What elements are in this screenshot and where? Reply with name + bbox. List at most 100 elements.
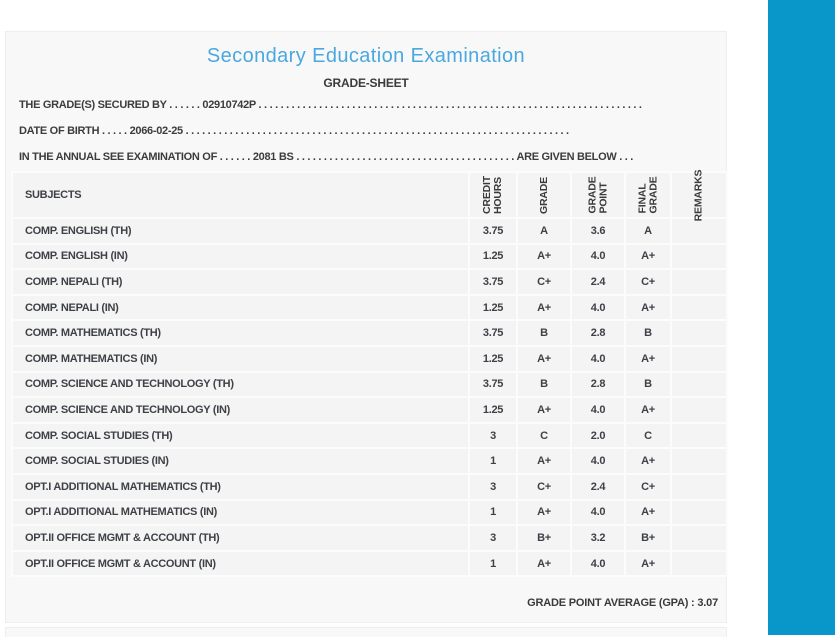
gradesheet-card: Secondary Education Examination GRADE-SH… (5, 31, 728, 627)
final-grade-cell: B (626, 321, 670, 345)
secured-by-label: THE GRADE(S) SECURED BY (19, 99, 167, 111)
grade-table: SUBJECTS CREDIT HOURS GRADE GRADE POINT … (11, 170, 728, 578)
column-header-subjects: SUBJECTS (13, 173, 468, 217)
credit-hours-cell: 3.75 (470, 219, 516, 243)
credit-hours-cell: 1.25 (470, 244, 516, 269)
subject-cell: OPT.I ADDITIONAL MATHEMATICS (TH) (13, 474, 468, 499)
subject-cell: COMP. SCIENCE AND TECHNOLOGY (IN) (13, 398, 468, 422)
remarks-cell (672, 270, 726, 294)
dob-value: 2066-02-25 (129, 125, 184, 137)
grade-cell: A+ (518, 500, 570, 525)
grade-cell: A+ (518, 244, 570, 269)
table-row: COMP. MATHEMATICS (IN) 1.25 A+ 4.0 A+ (13, 346, 726, 371)
subject-cell: COMP. SOCIAL STUDIES (TH) (13, 423, 468, 448)
credit-hours-cell: 1 (470, 500, 516, 525)
table-row: COMP. SCIENCE AND TECHNOLOGY (IN) 1.25 A… (13, 398, 726, 422)
final-grade-cell: A+ (626, 500, 670, 525)
credit-hours-cell: 3 (470, 474, 516, 499)
grade-point-cell: 2.8 (572, 372, 624, 397)
info-line-examination: IN THE ANNUAL SEE EXAMINATION OF . . . .… (19, 150, 719, 164)
grade-point-cell: 4.0 (572, 346, 624, 371)
symbol-number-value: 02910742P (202, 99, 256, 111)
remarks-cell (672, 551, 726, 576)
grade-cell: A (518, 219, 570, 243)
grade-point-cell: 2.8 (572, 321, 624, 345)
right-accent-bar (768, 0, 835, 635)
final-grade-cell: A+ (626, 346, 670, 371)
credit-hours-cell: 1.25 (470, 346, 516, 371)
final-grade-cell: B (626, 372, 670, 397)
table-row: COMP. ENGLISH (IN) 1.25 A+ 4.0 A+ (13, 244, 726, 269)
table-row: COMP. MATHEMATICS (TH) 3.75 B 2.8 B (13, 321, 726, 345)
grade-point-cell: 4.0 (572, 244, 624, 269)
remarks-cell (672, 423, 726, 448)
table-row: OPT.I ADDITIONAL MATHEMATICS (IN) 1 A+ 4… (13, 500, 726, 525)
final-grade-cell: C+ (626, 270, 670, 294)
grade-point-cell: 4.0 (572, 551, 624, 576)
grade-point-cell: 3.2 (572, 526, 624, 550)
grade-point-cell: 2.4 (572, 270, 624, 294)
grade-cell: A+ (518, 551, 570, 576)
credit-hours-cell: 3 (470, 423, 516, 448)
table-row: COMP. ENGLISH (TH) 3.75 A 3.6 A (13, 219, 726, 243)
dots-filler: . . . . . . . . . . . . . . . . . . . . … (296, 151, 515, 163)
table-row: COMP. SCIENCE AND TECHNOLOGY (TH) 3.75 B… (13, 372, 726, 397)
grade-point-cell: 4.0 (572, 398, 624, 422)
dots-filler: . . . . . . . . . . . . . . . . . . . . … (258, 99, 642, 111)
table-row: COMP. NEPALI (TH) 3.75 C+ 2.4 C+ (13, 270, 726, 294)
grade-table-body: COMP. ENGLISH (TH) 3.75 A 3.6 A COMP. EN… (13, 219, 726, 576)
grade-cell: C+ (518, 270, 570, 294)
dots-filler: . . . . . . (169, 99, 200, 111)
subject-cell: OPT.II OFFICE MGMT & ACCOUNT (IN) (13, 551, 468, 576)
column-header-grade: GRADE (518, 173, 570, 217)
exam-year-value: 2081 BS (252, 151, 294, 163)
grade-cell: B+ (518, 526, 570, 550)
final-grade-cell: C (626, 423, 670, 448)
subject-cell: COMP. SOCIAL STUDIES (IN) (13, 449, 468, 473)
final-grade-cell: A+ (626, 398, 670, 422)
exam-suffix: ARE GIVEN BELOW . . . (516, 151, 633, 163)
subject-cell: OPT.I ADDITIONAL MATHEMATICS (IN) (13, 500, 468, 525)
table-row: COMP. NEPALI (IN) 1.25 A+ 4.0 A+ (13, 295, 726, 320)
final-grade-cell: A (626, 219, 670, 243)
table-row: OPT.II OFFICE MGMT & ACCOUNT (TH) 3 B+ 3… (13, 526, 726, 550)
subject-cell: COMP. NEPALI (TH) (13, 270, 468, 294)
credit-hours-cell: 1.25 (470, 295, 516, 320)
section-divider (6, 625, 726, 627)
gpa-label: GRADE POINT AVERAGE (GPA) : (527, 597, 695, 609)
column-header-grade-point: GRADE POINT (572, 173, 624, 217)
subject-cell: COMP. NEPALI (IN) (13, 295, 468, 320)
grade-point-cell: 4.0 (572, 295, 624, 320)
grade-cell: B (518, 321, 570, 345)
subject-cell: COMP. SCIENCE AND TECHNOLOGY (TH) (13, 372, 468, 397)
grade-point-cell: 2.4 (572, 474, 624, 499)
next-section-strip (5, 627, 727, 637)
table-row: OPT.II OFFICE MGMT & ACCOUNT (IN) 1 A+ 4… (13, 551, 726, 576)
info-line-date-of-birth: DATE OF BIRTH . . . . . 2066-02-25 . . .… (19, 124, 637, 138)
remarks-cell (672, 372, 726, 397)
remarks-cell (672, 295, 726, 320)
grade-point-cell: 2.0 (572, 423, 624, 448)
grade-cell: C (518, 423, 570, 448)
remarks-cell (672, 474, 726, 499)
credit-hours-cell: 1 (470, 449, 516, 473)
credit-hours-cell: 1.25 (470, 398, 516, 422)
grade-cell: B (518, 372, 570, 397)
dots-filler: . . . . . . . . . . . . . . . . . . . . … (185, 125, 569, 137)
column-header-credit-hours: CREDIT HOURS (470, 173, 516, 217)
credit-hours-cell: 3.75 (470, 321, 516, 345)
remarks-cell (672, 398, 726, 422)
gpa-summary: GRADE POINT AVERAGE (GPA) : 3.07 (527, 596, 718, 610)
info-line-secured-by: THE GRADE(S) SECURED BY . . . . . . 0291… (19, 98, 651, 112)
subject-cell: COMP. ENGLISH (IN) (13, 244, 468, 269)
grade-point-cell: 3.6 (572, 219, 624, 243)
dots-filler: . . . . . . (219, 151, 251, 163)
dob-label: DATE OF BIRTH (19, 125, 100, 137)
subject-cell: OPT.II OFFICE MGMT & ACCOUNT (TH) (13, 526, 468, 550)
gradesheet-subtitle: GRADE-SHEET (323, 76, 409, 90)
remarks-cell (672, 449, 726, 473)
final-grade-cell: A+ (626, 244, 670, 269)
remarks-cell (672, 346, 726, 371)
grade-point-cell: 4.0 (572, 449, 624, 473)
